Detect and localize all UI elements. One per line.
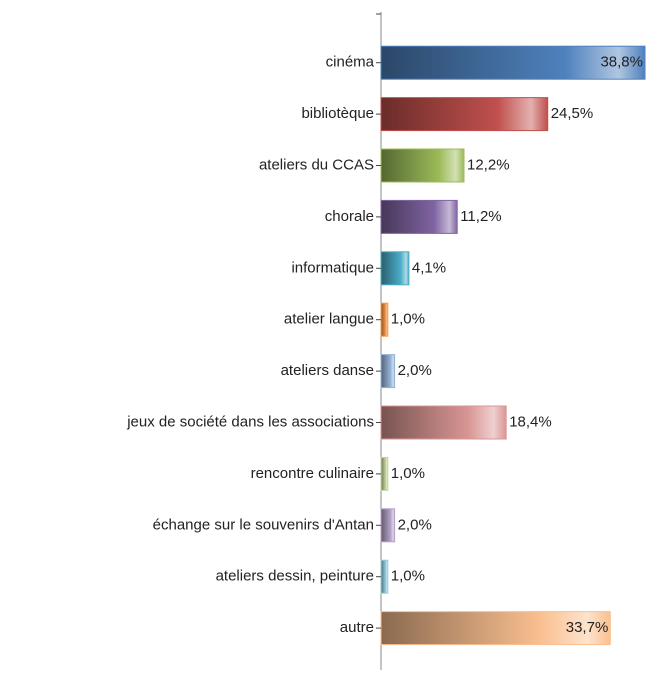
bar xyxy=(380,611,611,646)
y-tick-label: ateliers danse xyxy=(281,362,374,379)
y-tick-label: atelier langue xyxy=(284,311,374,328)
y-tick-label: ateliers dessin, peinture xyxy=(216,568,374,585)
value-label: 18,4% xyxy=(509,413,552,430)
bar xyxy=(380,97,549,132)
bar xyxy=(380,199,458,234)
y-tick-label: jeux de société dans les associations xyxy=(126,413,374,430)
bar xyxy=(380,405,507,440)
bar xyxy=(380,148,465,183)
y-tick-label: ateliers du CCAS xyxy=(259,156,374,173)
y-tick-label: autre xyxy=(340,619,374,636)
value-label: 1,0% xyxy=(391,311,425,328)
bar xyxy=(380,508,396,543)
bar xyxy=(380,456,389,491)
y-tick-label: cinéma xyxy=(326,54,375,71)
value-label: 1,0% xyxy=(391,568,425,585)
value-label: 33,7% xyxy=(566,619,609,636)
value-label: 24,5% xyxy=(551,105,594,122)
y-tick-label: échange sur le souvenirs d'Antan xyxy=(153,516,374,533)
value-label: 4,1% xyxy=(412,259,446,276)
bar xyxy=(380,302,389,337)
value-label: 11,2% xyxy=(460,208,501,225)
value-label: 2,0% xyxy=(398,516,432,533)
bar xyxy=(380,354,396,389)
bar xyxy=(380,251,410,286)
y-tick-label: rencontre culinaire xyxy=(251,465,374,482)
value-label: 38,8% xyxy=(600,54,643,71)
value-label: 2,0% xyxy=(398,362,432,379)
y-tick-label: informatique xyxy=(291,259,374,276)
value-label: 12,2% xyxy=(467,156,510,173)
y-tick-label: bibliotèque xyxy=(301,105,374,122)
value-label: 1,0% xyxy=(391,465,425,482)
bar xyxy=(380,559,389,594)
y-tick-label: chorale xyxy=(325,208,374,225)
